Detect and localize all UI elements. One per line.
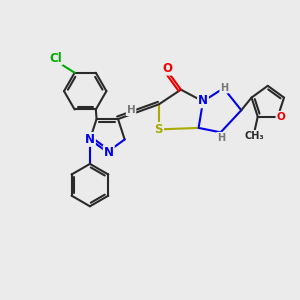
Text: N: N (85, 133, 95, 146)
Text: H: H (217, 133, 225, 142)
Text: O: O (163, 61, 173, 75)
Text: S: S (154, 123, 163, 136)
Text: N: N (104, 146, 114, 159)
Text: N: N (198, 94, 208, 107)
Text: H: H (127, 105, 135, 115)
Text: CH₃: CH₃ (245, 131, 265, 141)
Text: O: O (276, 112, 285, 122)
Text: H: H (220, 82, 228, 93)
Text: Cl: Cl (49, 52, 62, 64)
